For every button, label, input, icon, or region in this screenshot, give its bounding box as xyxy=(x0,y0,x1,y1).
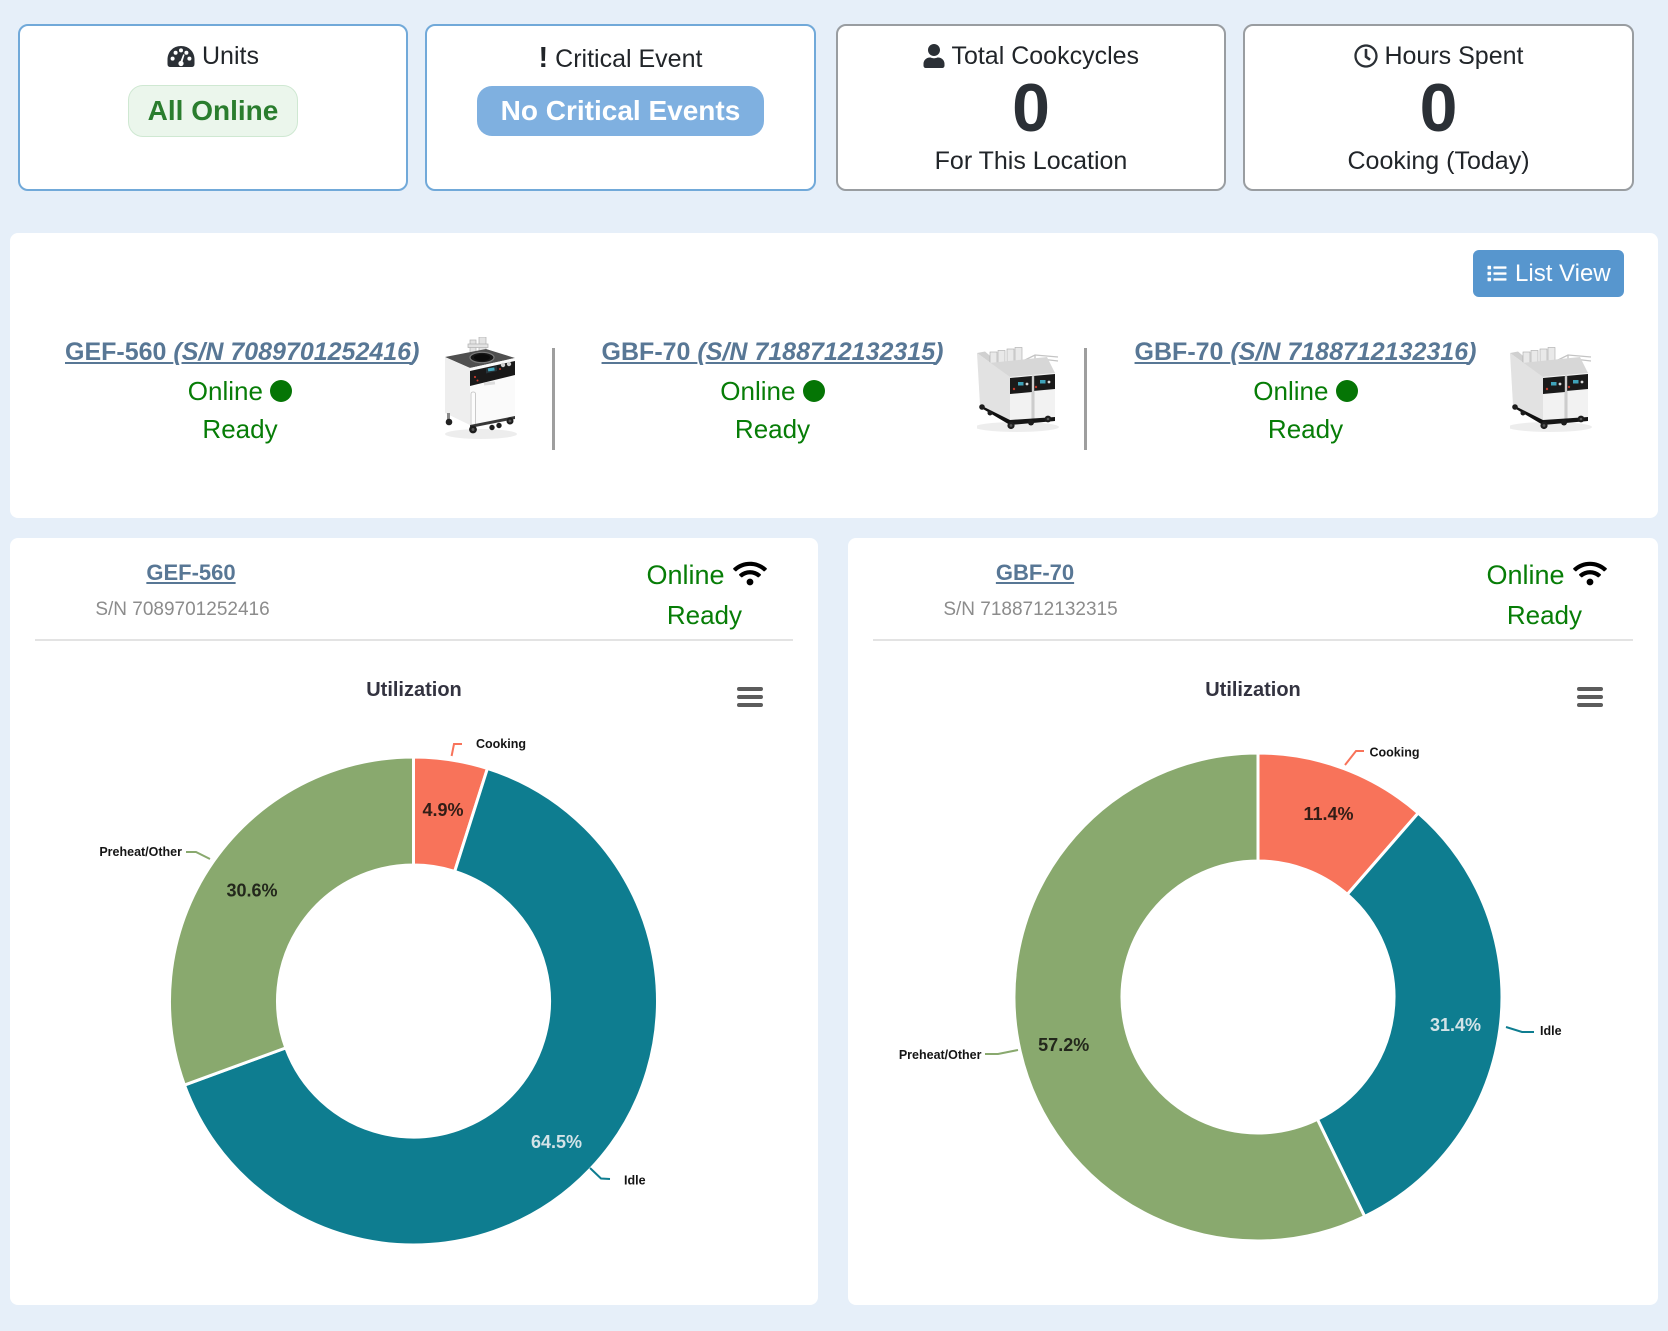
svg-text:64.5%: 64.5% xyxy=(531,1132,582,1152)
svg-text:11.4%: 11.4% xyxy=(1303,804,1353,824)
svg-text:Preheat/Other: Preheat/Other xyxy=(899,1048,982,1062)
svg-text:57.2%: 57.2% xyxy=(1038,1035,1089,1055)
svg-text:4.9%: 4.9% xyxy=(422,800,463,820)
svg-text:Cooking: Cooking xyxy=(476,737,526,751)
svg-text:Preheat/Other: Preheat/Other xyxy=(99,845,182,859)
svg-text:Idle: Idle xyxy=(624,1174,646,1188)
svg-text:31.4%: 31.4% xyxy=(1430,1015,1481,1035)
svg-text:Cooking: Cooking xyxy=(1370,746,1420,760)
svg-text:30.6%: 30.6% xyxy=(226,881,277,901)
svg-text:Idle: Idle xyxy=(1540,1024,1562,1038)
